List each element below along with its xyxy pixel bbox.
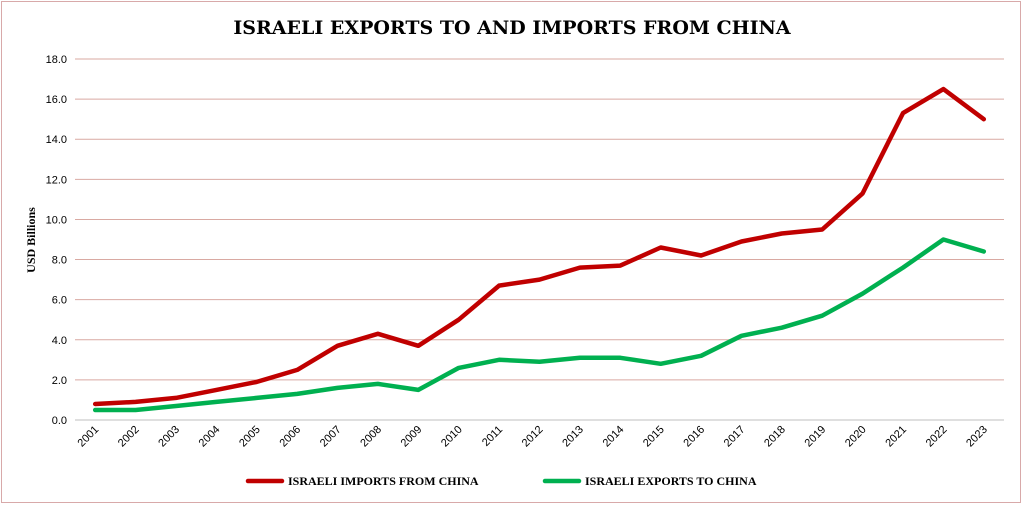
x-tick-label: 2018 [762,424,788,450]
y-axis-label: USD Billions [24,207,38,273]
x-tick-label: 2004 [197,424,223,450]
x-tick-label: 2005 [237,424,263,450]
x-tick-label: 2008 [358,424,384,450]
x-tick-label: 2023 [964,424,990,450]
y-tick-label: 12.0 [46,174,67,186]
x-tick-label: 2002 [116,424,142,450]
x-tick-label: 2021 [883,424,909,450]
y-tick-label: 0.0 [52,415,67,427]
legend: ISRAELI IMPORTS FROM CHINA ISRAELI EXPORT… [245,474,757,488]
x-tick-label: 2013 [560,424,586,450]
x-tick-label: 2014 [601,424,627,450]
series-lines [92,86,987,413]
x-tick-label: 2012 [520,424,546,450]
x-tick-label: 2011 [480,424,505,449]
x-tick-label: 2015 [641,424,667,450]
x-tick-label: 2017 [722,424,748,450]
legend-label: ISRAELI IMPORTS FROM CHINA [288,474,479,488]
y-tick-label: 4.0 [52,335,67,347]
chart-title: ISRAELI EXPORTS TO AND IMPORTS FROM CHIN… [233,17,790,39]
imports-series-line [92,86,987,407]
x-tick-label: 2003 [156,424,182,450]
x-tick-label: 2022 [924,424,950,450]
y-tick-label: 2.0 [52,375,67,387]
y-tick-label: 8.0 [52,255,67,267]
legend-label: ISRAELI EXPORTS TO CHINA [585,474,757,488]
x-tick-label: 2016 [681,424,707,450]
y-tick-label: 18.0 [46,54,67,66]
y-tick-label: 6.0 [52,295,67,307]
x-tick-label: 2019 [803,424,829,450]
x-tick-label: 2009 [399,424,425,450]
y-tick-labels: 0.0 2.0 4.0 6.0 8.0 10.0 12.0 14.0 16.0 18.0 [46,54,67,427]
exports-series-line [92,237,987,413]
x-tick-label: 2007 [318,424,344,450]
y-tick-label: 10.0 [46,214,67,226]
x-tick-label: 2010 [439,424,465,450]
x-tick-labels: 2001 2002 2003 2004 2005 2006 2007 2008 2009 2010… [76,424,990,450]
y-tick-label: 16.0 [46,94,67,106]
x-tick-label: 2006 [277,424,303,450]
x-tick-label: 2020 [843,424,869,450]
x-tick-label: 2001 [76,424,102,450]
gridlines [75,58,1004,421]
y-tick-label: 14.0 [46,134,67,146]
